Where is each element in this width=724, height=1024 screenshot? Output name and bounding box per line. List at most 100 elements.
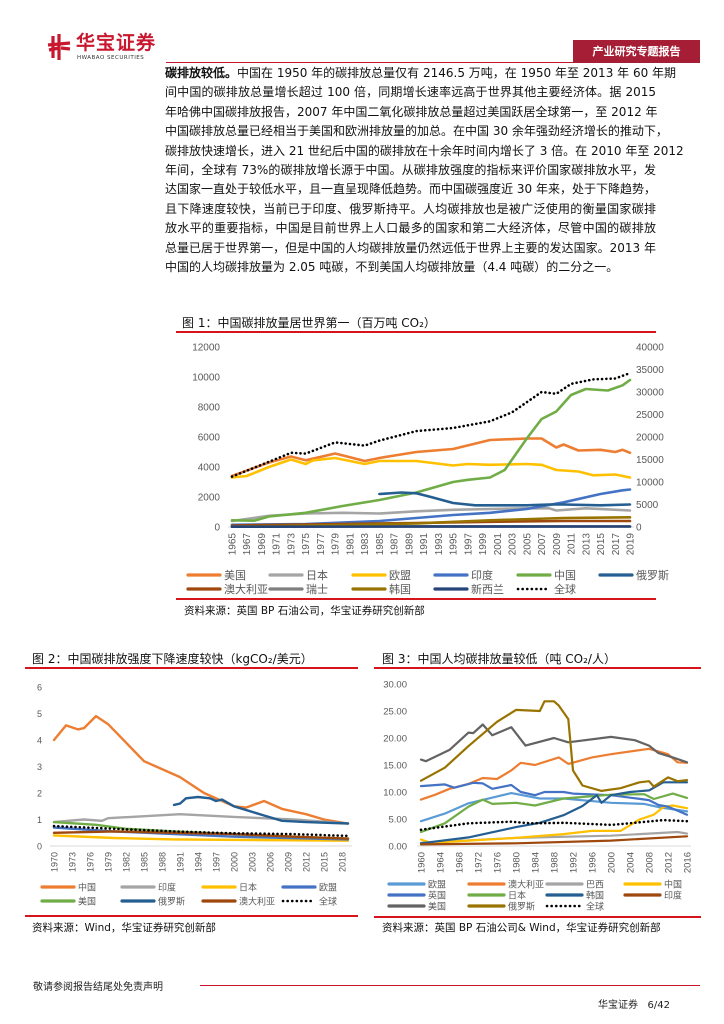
y2-tick-label: 15000 <box>636 455 664 466</box>
y-tick-label: 5.00 <box>389 815 408 826</box>
x-tick-label: 2008 <box>645 852 656 873</box>
legend-label: 全球 <box>586 900 604 912</box>
legend-label: 印度 <box>664 889 682 901</box>
x-tick-label: 1995 <box>449 533 460 556</box>
legend-label: 日本 <box>306 568 328 582</box>
y-tick-label: 15.00 <box>383 761 407 772</box>
legend-label: 全球 <box>319 895 337 907</box>
series-line-6 <box>378 491 632 507</box>
page-number: 6/42 <box>647 1000 671 1011</box>
x-tick-label: 2012 <box>664 852 675 873</box>
y-tick-label: 3 <box>37 762 42 772</box>
legend-label: 俄罗斯 <box>508 900 535 912</box>
x-tick-label: 2011 <box>567 533 578 555</box>
legend-label: 英国 <box>428 889 446 901</box>
x-tick-label: 1969 <box>257 533 268 556</box>
series-line-8 <box>52 824 350 838</box>
paragraph-line: 且下降速度较快，当前已于印度、俄罗斯持平。人均碳排放也是被广泛使用的衡量国家碳排 <box>165 201 656 216</box>
series-line-4 <box>52 826 350 841</box>
figure-1-bottom-rule <box>176 598 656 600</box>
x-tick-label: 1994 <box>194 852 204 872</box>
series-line-7 <box>419 781 689 845</box>
x-tick-label: 2000 <box>230 852 240 872</box>
legend-label: 澳大利亚 <box>239 895 275 907</box>
legend-label: 韩国 <box>586 889 604 901</box>
header-divider <box>166 62 576 63</box>
legend-label: 新西兰 <box>471 582 504 596</box>
legend-label: 巴西 <box>586 879 604 890</box>
y2-tick-label: 5000 <box>636 500 659 511</box>
x-tick-label: 2001 <box>493 533 504 556</box>
x-tick-label: 2015 <box>320 852 330 872</box>
figure-2-title: 图 2：中国碳排放强度下降速度较快（kgCO₂/美元） <box>32 652 313 666</box>
x-tick-label: 2003 <box>248 852 258 872</box>
y-tick-label: 10000 <box>192 373 220 384</box>
x-tick-label: 2007 <box>537 533 548 556</box>
x-tick-label: 2000 <box>607 852 618 873</box>
x-tick-label: 1971 <box>272 533 283 556</box>
series-line-9 <box>230 515 632 529</box>
figure-3-bottom-rule <box>374 916 701 918</box>
x-tick-label: 2004 <box>626 852 637 873</box>
body-paragraph: 碳排放较低。中国在 1950 年的碳排放总量仅有 2146.5 万吨，在 195… <box>165 64 684 277</box>
x-tick-label: 1988 <box>158 852 168 872</box>
legend-label: 瑞士 <box>306 582 328 596</box>
series-line-11 <box>419 818 689 832</box>
x-tick-label: 1965 <box>228 533 239 556</box>
series-line-6 <box>172 795 350 825</box>
y-tick-label: 0 <box>37 842 42 852</box>
figure-1-title: 图 1：中国碳排放量居世界第一（百万吨 CO₂） <box>182 316 436 330</box>
y-tick-label: 6 <box>37 683 42 693</box>
paragraph-line: 中国的人均碳排放量为 2.05 吨碳，不到美国人均碳排放量（4.4 吨碳）的二分… <box>165 259 619 274</box>
x-tick-label: 1979 <box>104 852 114 872</box>
y-tick-label: 12000 <box>192 343 220 354</box>
legend-label: 欧盟 <box>389 569 411 582</box>
paragraph-line: 年间，全球有 73%的碳排放增长源于中国。从碳排放强度的指标来评价国家碳排放水平… <box>165 162 656 177</box>
legend-label: 澳大利亚 <box>224 582 268 596</box>
y-tick-label: 25.00 <box>383 707 407 718</box>
x-tick-label: 2009 <box>284 852 294 872</box>
x-tick-label: 1992 <box>569 852 580 873</box>
series-line-4 <box>230 488 632 527</box>
paragraph-line: 总量已居于世界第一，但是中国的人均碳排放量仍然远低于世界上主要的发达国家。201… <box>165 240 656 255</box>
y-tick-label: 20.00 <box>383 734 407 745</box>
y2-tick-label: 35000 <box>636 365 664 376</box>
x-tick-label: 1983 <box>360 533 371 556</box>
y-tick-label: 1 <box>37 815 42 825</box>
legend-label: 欧盟 <box>319 881 337 893</box>
legend-label: 美国 <box>428 900 446 912</box>
brand-name-cn: 华宝证券 <box>76 32 157 54</box>
x-tick-label: 2012 <box>302 852 312 872</box>
series-line-3 <box>230 456 632 479</box>
legend-label: 中国 <box>78 881 96 893</box>
x-tick-label: 1968 <box>455 852 466 873</box>
x-tick-label: 1960 <box>417 852 428 873</box>
legend-label: 日本 <box>239 881 257 893</box>
x-tick-label: 2005 <box>522 533 533 556</box>
series-line-2 <box>52 813 350 825</box>
x-tick-label: 1985 <box>375 533 386 556</box>
y-tick-label: 6000 <box>198 433 221 444</box>
series-line-6 <box>419 792 689 834</box>
x-tick-label: 1970 <box>50 852 60 872</box>
paragraph-line: 达国家一直处于较低水平，且一直呈现降低趋势。而中国碳强度近 30 年来，处于下降… <box>165 182 656 197</box>
y-tick-label: 2 <box>37 789 42 799</box>
y-tick-label: 0 <box>214 523 220 534</box>
series-line-11 <box>230 371 632 478</box>
x-tick-label: 2018 <box>338 852 348 872</box>
figure-2-source: 资料来源：Wind，华宝证券研究创新部 <box>32 922 216 934</box>
paragraph-line: 中国碳排放总量已经相当于美国和欧洲排放量的加总。在中国 30 余年强劲经济增长的… <box>165 124 668 139</box>
paragraph-lead: 碳排放较低。 <box>165 66 238 80</box>
paragraph-line: 年哈佛中国碳排放报告，2007 年中国二氧化碳排放总量超过美国跃居全球第一，至 … <box>165 104 658 119</box>
x-tick-label: 1967 <box>242 533 253 556</box>
legend-label: 俄罗斯 <box>636 569 669 582</box>
x-tick-label: 2017 <box>611 533 622 556</box>
x-tick-label: 1977 <box>316 533 327 556</box>
x-tick-label: 1999 <box>478 533 489 556</box>
x-tick-label: 1964 <box>436 852 447 873</box>
x-tick-label: 1984 <box>531 852 542 873</box>
y-tick-label: 5 <box>37 709 42 719</box>
x-tick-label: 2015 <box>596 533 607 556</box>
paragraph-text: 中国在 1950 年的碳排放总量仅有 2146.5 万吨，在 1950 年至 2… <box>237 66 677 80</box>
